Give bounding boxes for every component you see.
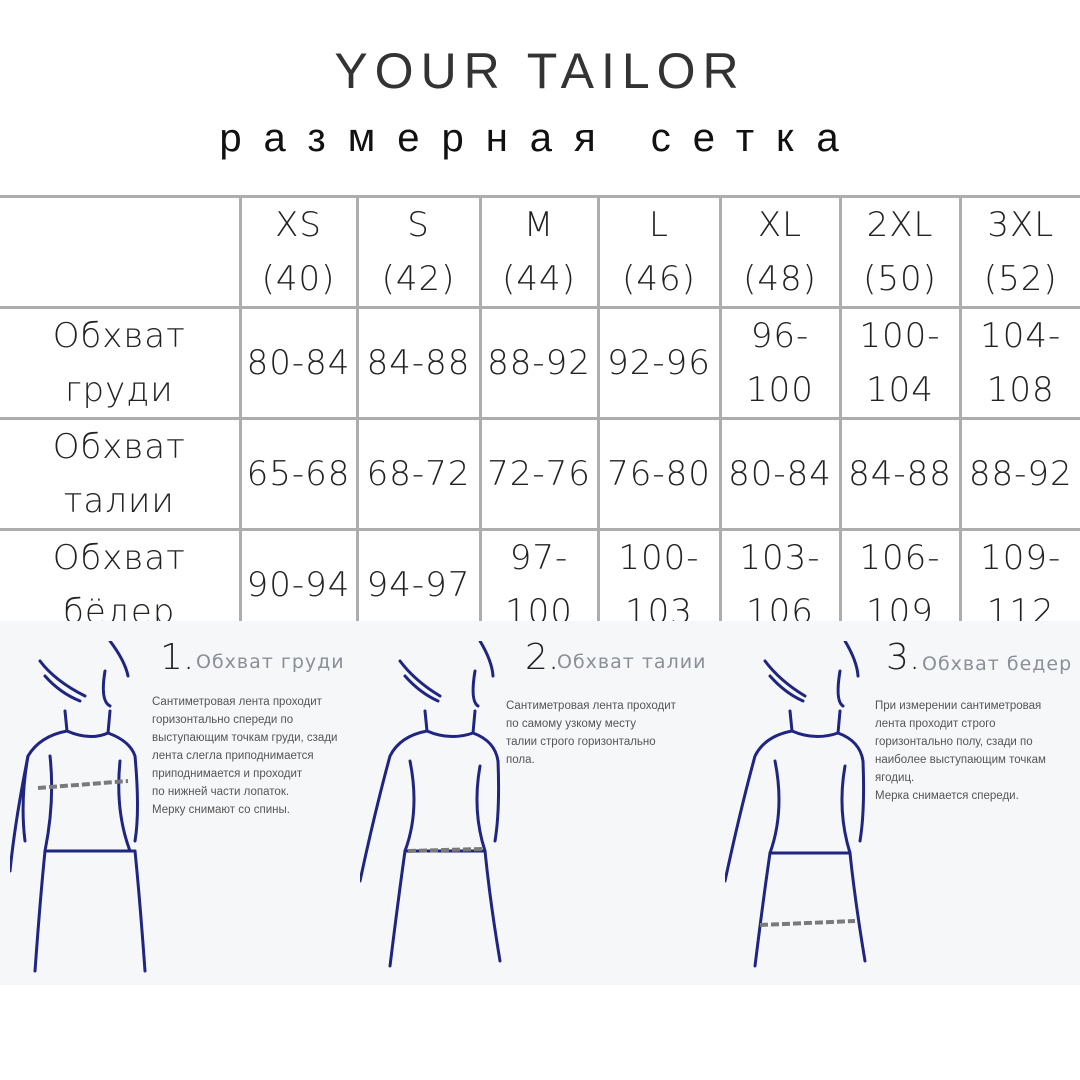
table-row: Обхват талии 65-68 68-72 72-76 76-80 80-…: [0, 417, 1080, 531]
table-row: Обхват бёдер 90-94 94-97 97- 100 100- 10…: [0, 528, 1080, 642]
header-cell: 2XL (50): [838, 195, 962, 309]
header-cell: XS (40): [238, 195, 359, 309]
step-number: 1.: [160, 637, 195, 678]
brand-title: YOUR TAILOR: [334, 43, 746, 99]
figure-hips-illustration: [725, 641, 867, 968]
table-cell: 80-84: [238, 306, 359, 420]
table-cell: 88-92: [958, 417, 1080, 531]
header-cell: S (42): [355, 195, 482, 309]
page-subtitle: размерная сетка: [219, 116, 861, 160]
table-row: Обхват груди 80-84 84-88 88-92 92-96 96-…: [0, 306, 1080, 420]
step-title: Обхват талии: [557, 651, 707, 673]
table-cell: 72-76: [478, 417, 600, 531]
step-number: 2.: [525, 637, 560, 678]
table-cell: 76-80: [596, 417, 722, 531]
size-table: XS (40) S (42) M (44) L (46) XL (48) 2XL…: [0, 195, 1080, 642]
step-description: Сантиметровая лента проходит по самому у…: [506, 700, 676, 766]
table-cell: 96- 100: [718, 306, 842, 420]
header-cell: XL (48): [718, 195, 842, 309]
header-cell: 3XL (52): [958, 195, 1080, 309]
header-cell: M (44): [478, 195, 600, 309]
step-description: Сантиметровая лента проходит горизонталь…: [152, 696, 338, 816]
figure-chest-illustration: [10, 641, 147, 973]
table-cell: 65-68: [238, 417, 359, 531]
row-label: Обхват груди: [0, 306, 242, 420]
table-cell: 84-88: [355, 306, 482, 420]
header-cell: L (46): [596, 195, 722, 309]
table-cell: 88-92: [478, 306, 600, 420]
table-cell: 68-72: [355, 417, 482, 531]
table-cell: 92-96: [596, 306, 722, 420]
measurement-guide: 1. Обхват груди Сантиметровая лента прох…: [0, 621, 1080, 985]
header-cell: [0, 195, 242, 309]
step-description: При измерении сантиметровая лента проход…: [875, 700, 1046, 802]
table-cell: 100- 104: [838, 306, 962, 420]
step-number: 3.: [886, 637, 921, 678]
figure-waist-illustration: [360, 641, 502, 968]
table-cell: 80-84: [718, 417, 842, 531]
row-label: Обхват талии: [0, 417, 242, 531]
size-header-row: XS (40) S (42) M (44) L (46) XL (48) 2XL…: [0, 195, 1080, 309]
table-cell: 104- 108: [958, 306, 1080, 420]
table-cell: 84-88: [838, 417, 962, 531]
step-title: Обхват бедер: [922, 653, 1073, 675]
step-title: Обхват груди: [196, 651, 345, 673]
